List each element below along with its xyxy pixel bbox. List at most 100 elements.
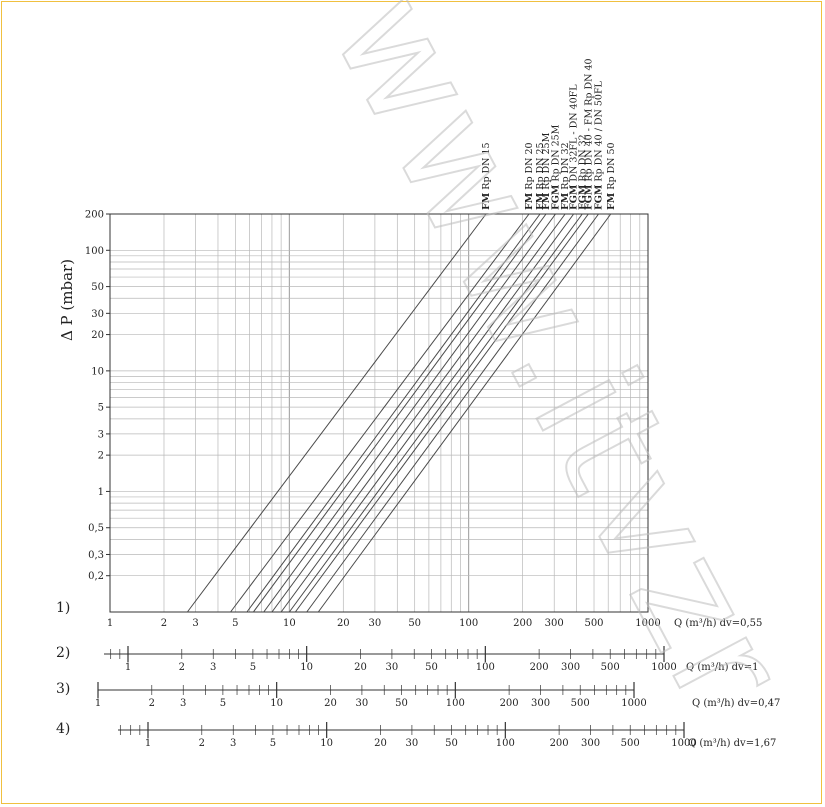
series-label: FM Rp DN 25M bbox=[541, 132, 552, 210]
scale-label: 1) bbox=[56, 600, 70, 616]
series-label: FGM Rp DN 25M bbox=[551, 124, 562, 210]
series-label: FM Rp DN 25 bbox=[535, 142, 546, 210]
y-tick-label: 10 bbox=[91, 366, 104, 377]
scale-caption: Q (m³/h) dv=0,55 bbox=[674, 618, 762, 629]
scale-tick-label: 200 bbox=[550, 738, 569, 749]
scale-tick-label: 10 bbox=[320, 738, 333, 749]
scale-tick-label: 2 bbox=[199, 738, 205, 749]
scale-tick-label: 500 bbox=[584, 618, 603, 629]
scale-tick-label: 30 bbox=[356, 698, 369, 709]
chart-grid bbox=[109, 213, 649, 613]
scale-tick-label: 300 bbox=[561, 662, 580, 673]
scale-tick-label: 1000 bbox=[651, 662, 676, 673]
scale-tick-label: 3 bbox=[210, 662, 216, 673]
scale-tick-label: 2 bbox=[149, 698, 155, 709]
scale-tick-label: 3 bbox=[192, 618, 198, 629]
series-label: FGM Rp DN 40 / DN 50FL bbox=[594, 80, 605, 210]
scale-tick-label: 500 bbox=[601, 662, 620, 673]
scale-tick-label: 10 bbox=[283, 618, 296, 629]
curve-line bbox=[317, 213, 612, 613]
curve-line bbox=[280, 213, 575, 613]
scale-tick-label: 100 bbox=[459, 618, 478, 629]
curve-line bbox=[294, 213, 589, 613]
scale-tick-label: 50 bbox=[425, 662, 438, 673]
scale-tick-label: 100 bbox=[446, 698, 465, 709]
curve-line bbox=[230, 213, 530, 613]
scale-tick-label: 1000 bbox=[621, 698, 646, 709]
scale-tick-label: 500 bbox=[621, 738, 640, 749]
y-tick-label: 200 bbox=[85, 210, 104, 221]
flow-scale: 1) 1 2 3 5 10 20 30 50 100 200 300 500 1000 Q (m³/h) d… bbox=[56, 600, 762, 629]
y-tick-label: 100 bbox=[85, 246, 104, 257]
scale-tick-label: 5 bbox=[232, 618, 238, 629]
scale-tick-label: 5 bbox=[270, 738, 276, 749]
scale-tick-label: 5 bbox=[250, 662, 256, 673]
scale-tick-label: 50 bbox=[408, 618, 421, 629]
scale-tick-label: 1000 bbox=[635, 618, 660, 629]
flow-scales: 1)1 2 3 5 10 20 30 50 100 200 300 500 1000 Q (m³/h) d… bbox=[56, 600, 780, 749]
chart-curves bbox=[186, 213, 612, 613]
scale-tick-label: 100 bbox=[496, 738, 515, 749]
scale-tick-label: 200 bbox=[500, 698, 519, 709]
series-label: FM Rp DN 50 bbox=[606, 142, 617, 210]
curve-line bbox=[306, 213, 599, 613]
series-label: FM Rp DN 32 bbox=[560, 142, 571, 210]
flow-scale: 2) 1 2 3 5 10 20 30 50 100 200 300 500 1000 Q (m³/h) d… bbox=[56, 645, 758, 673]
scale-tick-label: 5 bbox=[220, 698, 226, 709]
y-tick-label: 50 bbox=[91, 282, 104, 293]
scale-caption: Q (m³/h) dv=1 bbox=[686, 662, 758, 673]
scale-tick-label: 1 bbox=[145, 738, 151, 749]
scale-label: 4) bbox=[56, 721, 70, 737]
scale-tick-label: 30 bbox=[369, 618, 382, 629]
y-tick-label: 5 bbox=[98, 403, 104, 414]
curve-line bbox=[263, 213, 556, 613]
scale-tick-label: 1 bbox=[95, 698, 101, 709]
y-tick-label: 3 bbox=[98, 429, 104, 440]
scale-tick-label: 50 bbox=[395, 698, 408, 709]
y-tick-label: 0,2 bbox=[88, 571, 104, 582]
scale-tick-label: 20 bbox=[374, 738, 387, 749]
scale-caption: Q (m³/h) dv=1,67 bbox=[688, 738, 776, 749]
y-tick-label: 0,5 bbox=[88, 523, 104, 534]
curve-line bbox=[271, 213, 566, 613]
scale-tick-label: 500 bbox=[571, 698, 590, 709]
y-tick-label: 20 bbox=[91, 330, 104, 341]
scale-tick-label: 3 bbox=[180, 698, 186, 709]
series-label: FGM Rp DN 32 bbox=[577, 134, 588, 210]
scale-tick-label: 20 bbox=[354, 662, 367, 673]
y-tick-label: 0,3 bbox=[88, 550, 104, 561]
scale-tick-label: 200 bbox=[513, 618, 532, 629]
scale-tick-label: 200 bbox=[530, 662, 549, 673]
scale-label: 3) bbox=[56, 681, 70, 697]
curve-line bbox=[186, 213, 487, 613]
scale-tick-label: 100 bbox=[476, 662, 495, 673]
scale-tick-label: 10 bbox=[270, 698, 283, 709]
scale-tick-label: 10 bbox=[300, 662, 313, 673]
scale-tick-label: 30 bbox=[386, 662, 399, 673]
scale-tick-label: 20 bbox=[337, 618, 350, 629]
curve-line bbox=[288, 213, 583, 613]
scale-tick-label: 300 bbox=[581, 738, 600, 749]
scale-tick-label: 2 bbox=[161, 618, 167, 629]
scale-tick-label: 30 bbox=[406, 738, 419, 749]
scale-tick-label: 1000 bbox=[671, 738, 696, 749]
series-label: FM Rp DN 20 bbox=[524, 142, 535, 210]
scale-tick-label: 300 bbox=[531, 698, 550, 709]
series-label: FM Rp DN 15 bbox=[481, 142, 492, 210]
y-tick-label: 2 bbox=[98, 451, 104, 462]
y-axis-ticks: 200 100 50 30 20 10 5 3 2 1 0,5 0,3 0,2 bbox=[85, 210, 110, 582]
scale-tick-label: 2 bbox=[179, 662, 185, 673]
curve-line bbox=[252, 213, 547, 613]
scale-tick-label: 1 bbox=[125, 662, 131, 673]
series-label: FGM DN 32FL - DN 40FL bbox=[569, 84, 580, 210]
scale-caption: Q (m³/h) dv=0,47 bbox=[692, 698, 780, 709]
scale-tick-label: 20 bbox=[324, 698, 337, 709]
scale-label: 2) bbox=[56, 645, 70, 661]
scale-tick-label: 3 bbox=[230, 738, 236, 749]
y-axis-label: Δ P (mbar) bbox=[58, 259, 76, 341]
scale-tick-label: 50 bbox=[445, 738, 458, 749]
